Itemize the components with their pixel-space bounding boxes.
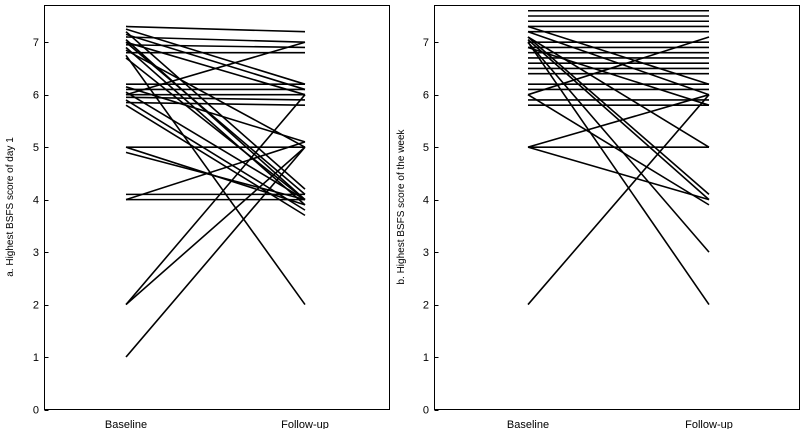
panel-a-subject-line-31	[125, 94, 306, 306]
panel-a-subject-line-27	[125, 151, 306, 201]
panel-b-x-tick-baseline: Baseline	[507, 419, 549, 429]
panel-a-y-tick-label-3: 3	[33, 247, 39, 259]
panel-b-series	[527, 9, 710, 306]
panel-a-subject-line-21	[125, 96, 306, 101]
panel-a-y-tick-label-1: 1	[33, 352, 39, 364]
panel-a-subject-line-16	[125, 86, 306, 143]
panel-b-y-tick-marks	[434, 42, 439, 411]
panel-a-subject-line-23	[125, 101, 306, 106]
panel-a-series	[125, 25, 306, 358]
panel-a-subject-line-10	[125, 46, 306, 206]
panel-b-subject-line-24	[527, 94, 710, 206]
panel-a-y-tick-label-4: 4	[33, 195, 39, 207]
panel-a-subject-line-29	[125, 141, 306, 201]
panel-b-y-tick-labels: 0 1 2 3 4 5 6 7	[423, 37, 429, 416]
panel-a-y-tick-label-0: 0	[33, 405, 39, 417]
panel-b-subject-line-10	[527, 39, 710, 201]
panel-a-subject-line-8	[125, 41, 306, 195]
panel-a-y-tick-label-2: 2	[33, 300, 39, 312]
panel-b-y-tick-label-0: 0	[423, 405, 429, 417]
panel-b-y-tick-label-4: 4	[423, 195, 429, 207]
panel-a-subject-line-1	[125, 25, 306, 33]
panel-a-subject-line-3	[125, 31, 306, 190]
panel-a-subject-line-9	[125, 44, 306, 49]
panel-a-subject-line-19	[125, 41, 306, 96]
panel-a-subject-line-32	[125, 146, 306, 306]
panel-a-y-tick-label-5: 5	[33, 142, 39, 154]
panel-a-frame	[44, 5, 390, 410]
panel-a-y-axis-label: a. Highest BSFS score of day 1	[5, 137, 16, 277]
panel-a-y-tick-labels: 0 1 2 3 4 5 6 7	[33, 37, 39, 416]
panel-b-y-tick-label-5: 5	[423, 142, 429, 154]
panel-a-subject-line-33	[125, 146, 306, 358]
panel-b-subject-line-5	[527, 25, 710, 85]
panel-a-subject-line-18	[125, 91, 306, 201]
panel-a-subject-line-13	[125, 54, 306, 306]
panel-a-x-tick-followup: Follow-up	[281, 419, 329, 429]
panel-b-y-tick-label-1: 1	[423, 352, 429, 364]
panel-b-y-tick-label-2: 2	[423, 300, 429, 312]
panel-a-y-tick-label-7: 7	[33, 37, 39, 49]
panel-b: b. Highest BSFS score of the week Baseli…	[396, 5, 800, 429]
panel-b-subject-line-9	[527, 36, 710, 195]
panel-b-y-tick-label-3: 3	[423, 247, 429, 259]
panel-a-subject-line-24	[125, 104, 306, 217]
panel-a-subject-line-5	[125, 36, 306, 44]
panel-a-y-tick-marks	[44, 42, 49, 411]
panel-b-subject-line-15	[527, 46, 710, 106]
panel-a-subject-line-4	[125, 33, 306, 91]
panel-b-y-axis-label: b. Highest BSFS score of the week	[396, 128, 407, 284]
panel-b-subject-line-30	[527, 94, 710, 306]
panel-b-y-tick-label-7: 7	[423, 37, 429, 49]
panel-b-y-tick-label-6: 6	[423, 90, 429, 102]
panel-b-subject-line-29	[527, 93, 710, 148]
panel-a-subject-line-14	[125, 57, 306, 201]
panel-a-y-tick-label-6: 6	[33, 90, 39, 102]
panel-a-x-tick-baseline: Baseline	[105, 419, 147, 429]
panel-b-subject-line-23	[527, 36, 710, 96]
panel-b-x-tick-followup: Follow-up	[685, 419, 733, 429]
panel-b-subject-line-28	[527, 146, 710, 201]
panel-a: a. Highest BSFS score of day 1 Baseline …	[5, 5, 390, 429]
